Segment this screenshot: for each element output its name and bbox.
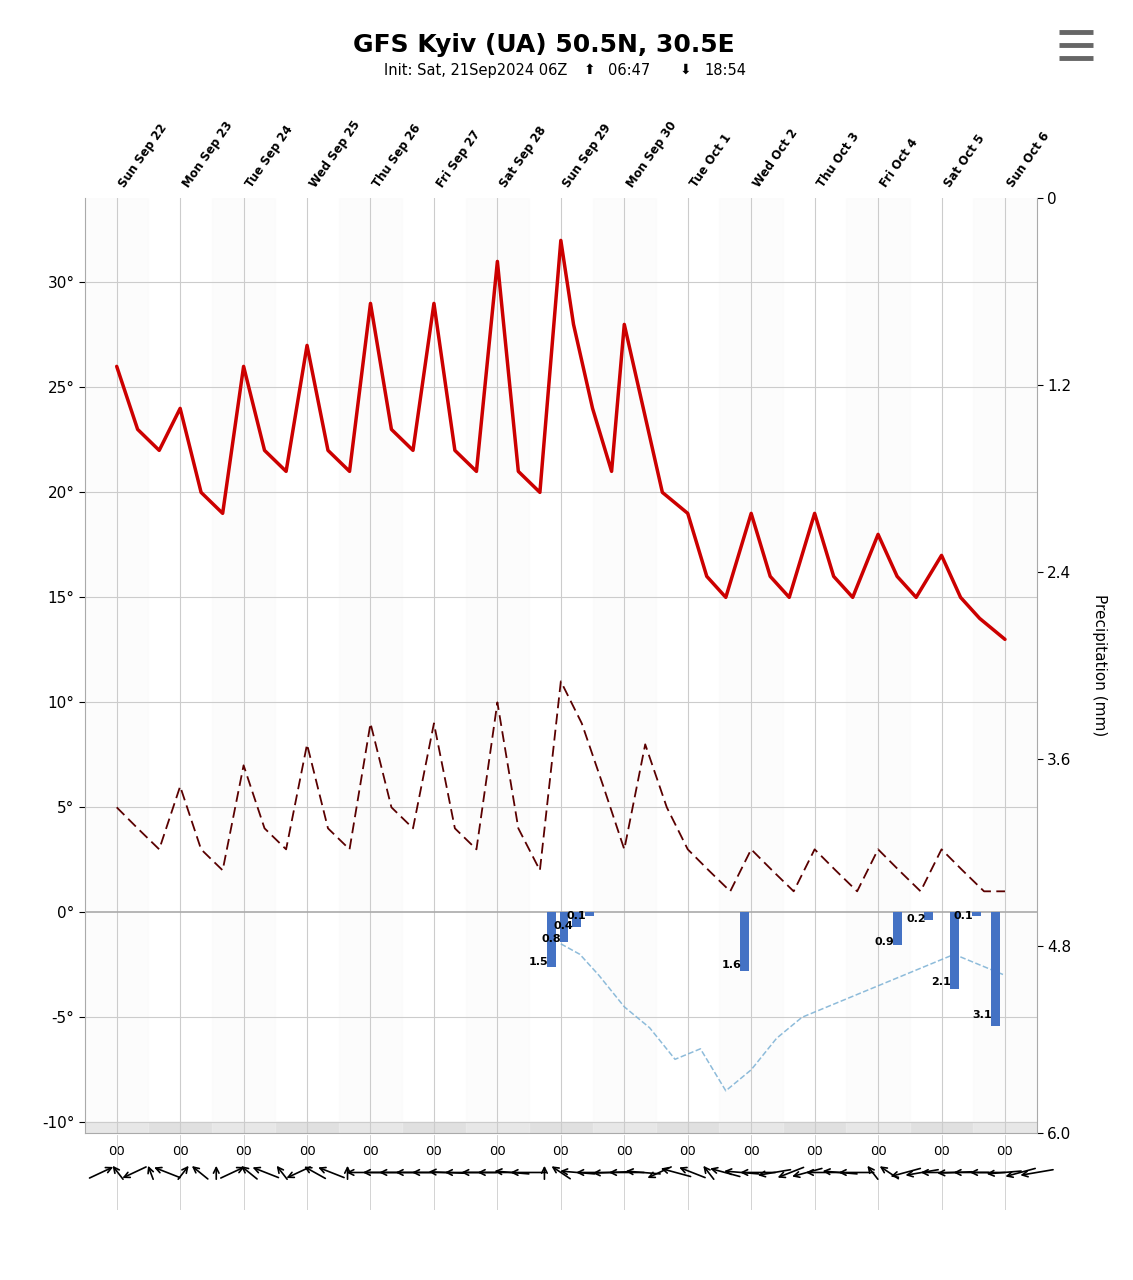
Text: 0.1: 0.1 [954, 910, 973, 920]
Text: 00: 00 [299, 1146, 315, 1158]
Bar [212, 198, 275, 1133]
Bar [572, 913, 581, 927]
Bar [85, 1123, 1037, 1133]
Text: Mon Sep 30: Mon Sep 30 [624, 119, 680, 189]
Bar [925, 913, 934, 919]
Text: 00: 00 [363, 1146, 378, 1158]
Bar [973, 198, 1037, 1133]
Bar [719, 198, 783, 1133]
Text: 00: 00 [807, 1146, 823, 1158]
Bar [85, 198, 148, 1133]
Bar [740, 913, 749, 972]
Text: 00: 00 [870, 1146, 886, 1158]
Text: 00: 00 [172, 1146, 188, 1158]
Text: 18:54: 18:54 [704, 63, 747, 78]
Bar [949, 913, 959, 989]
Text: 00: 00 [997, 1146, 1013, 1158]
Bar [846, 198, 910, 1133]
Text: 3.1: 3.1 [972, 1010, 993, 1020]
Text: 00: 00 [934, 1146, 949, 1158]
Text: Tue Oct 1: Tue Oct 1 [688, 132, 734, 189]
Bar [466, 198, 529, 1133]
Text: 00: 00 [743, 1146, 759, 1158]
Text: ⬇: ⬇ [680, 63, 691, 77]
Bar [593, 198, 656, 1133]
Text: Thu Oct 3: Thu Oct 3 [815, 131, 862, 189]
Text: Sun Sep 22: Sun Sep 22 [117, 122, 170, 189]
Bar [991, 913, 1000, 1027]
Text: 0.1: 0.1 [566, 910, 586, 920]
Bar [585, 913, 594, 916]
Bar [972, 913, 981, 916]
Text: 0.2: 0.2 [906, 914, 926, 924]
Text: 1.6: 1.6 [722, 960, 742, 970]
Text: Init: Sat, 21Sep2024 06Z: Init: Sat, 21Sep2024 06Z [384, 63, 568, 78]
Text: 0.9: 0.9 [875, 937, 894, 947]
Text: GFS Kyiv (UA) 50.5N, 30.5E: GFS Kyiv (UA) 50.5N, 30.5E [353, 33, 734, 58]
Text: 00: 00 [553, 1146, 569, 1158]
Text: 00: 00 [109, 1146, 125, 1158]
Text: Sat Oct 5: Sat Oct 5 [942, 132, 987, 189]
Text: 00: 00 [489, 1146, 505, 1158]
Text: 00: 00 [236, 1146, 252, 1158]
Text: 00: 00 [680, 1146, 696, 1158]
Text: Thu Sep 26: Thu Sep 26 [370, 122, 424, 189]
Text: Wed Sep 25: Wed Sep 25 [307, 118, 363, 189]
Text: Sun Sep 29: Sun Sep 29 [561, 122, 614, 189]
Text: 00: 00 [616, 1146, 632, 1158]
Text: ⬆: ⬆ [583, 63, 595, 77]
Bar [547, 913, 556, 968]
Text: 0.4: 0.4 [554, 920, 573, 931]
Bar [560, 913, 569, 942]
Text: Sun Oct 6: Sun Oct 6 [1005, 129, 1053, 189]
Text: 0.8: 0.8 [542, 934, 561, 943]
Text: Sat Sep 28: Sat Sep 28 [497, 124, 550, 189]
Text: 06:47: 06:47 [607, 63, 650, 78]
Text: Mon Sep 23: Mon Sep 23 [180, 119, 236, 189]
Text: 00: 00 [426, 1146, 442, 1158]
Bar [339, 198, 402, 1133]
Y-axis label: Precipitation (mm): Precipitation (mm) [1092, 594, 1107, 737]
Text: Fri Sep 27: Fri Sep 27 [434, 128, 483, 189]
Text: Tue Sep 24: Tue Sep 24 [244, 123, 296, 189]
Text: Fri Oct 4: Fri Oct 4 [878, 137, 921, 189]
Bar [893, 913, 902, 946]
Text: 1.5: 1.5 [528, 957, 548, 966]
Text: 2.1: 2.1 [931, 977, 951, 987]
Text: Wed Oct 2: Wed Oct 2 [751, 127, 801, 189]
